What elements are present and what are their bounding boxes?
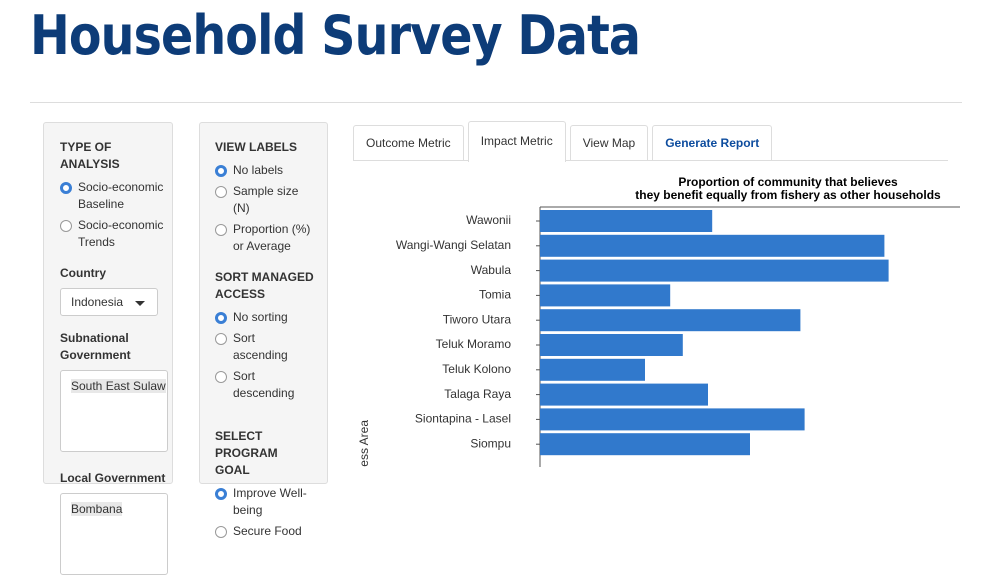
radio-option[interactable]: Proportion (%) or Average (215, 221, 315, 255)
field-label: Local Government (60, 471, 166, 485)
y-tick-label: Wawonii (466, 213, 511, 227)
field-label: Country (60, 266, 106, 280)
chart: Proportion of community that believesthe… (357, 175, 960, 467)
bar (540, 210, 713, 232)
radio-label: Socio-economic Baseline (78, 180, 164, 211)
radio-button[interactable] (215, 312, 227, 324)
radio-button[interactable] (215, 371, 227, 383)
radio-label: Improve Well-being (233, 486, 307, 517)
radio-option[interactable]: Sort ascending (215, 330, 310, 364)
section-heading: TYPE OF ANALYSIS (60, 140, 120, 171)
radio-option[interactable]: Socio-economic Trends (60, 217, 172, 251)
tab[interactable]: Impact Metric (467, 121, 566, 162)
section-heading: SELECT PROGRAM GOAL (215, 429, 278, 477)
chart-title: they benefit equally from fishery as oth… (635, 188, 941, 202)
section-heading: SORT MANAGED ACCESS (215, 270, 314, 301)
radio-button[interactable] (215, 488, 227, 500)
radio-label: Sample size (N) (233, 184, 299, 215)
radio-option[interactable]: Socio-economic Baseline (60, 179, 172, 213)
list-item[interactable]: South East Sulaw (71, 379, 166, 393)
subnational-list[interactable]: South East Sulaw (60, 370, 168, 452)
bar (540, 259, 889, 282)
tab-bar: Outcome Metric Impact Metric View Map Gener… (353, 121, 948, 162)
radio-option[interactable]: Secure Food (215, 523, 315, 540)
radio-button[interactable] (215, 165, 227, 177)
bar (540, 383, 708, 406)
page-title: Household Survey Data (30, 4, 641, 67)
radio-option[interactable]: Sample size (N) (215, 183, 315, 217)
analysis-panel: TYPE OF ANALYSIS Socio-economic Baseline S… (43, 122, 173, 575)
y-tick-label: Wabula (471, 263, 512, 277)
bar (540, 358, 645, 381)
radio-button[interactable] (60, 220, 72, 232)
tab[interactable]: Generate Report (652, 125, 773, 160)
page: Household Survey Data TYPE OF ANALYSIS So… (30, 4, 962, 575)
radio-button[interactable] (215, 224, 227, 236)
radio-option[interactable]: Sort descending (215, 368, 315, 402)
list-item[interactable]: Bombana (71, 502, 123, 516)
y-tick-label: Teluk Kolono (442, 362, 511, 376)
y-tick-label: Siontapina - Lasel (415, 412, 511, 426)
radio-label: Sort descending (233, 369, 295, 400)
radio-label: Socio-economic Trends (78, 218, 164, 249)
y-tick-label: Talaga Raya (444, 387, 511, 401)
bar (540, 309, 801, 332)
bar (540, 284, 671, 307)
y-axis-label: ess Area (357, 420, 371, 467)
radio-label: Secure Food (233, 524, 302, 538)
bar (540, 433, 750, 456)
chart-title: Proportion of community that believes (678, 175, 898, 189)
radio-option[interactable]: No sorting (215, 309, 315, 326)
y-tick-label: Wangi-Wangi Selatan (396, 238, 511, 252)
y-tick-label: Tiworo Utara (443, 312, 512, 326)
radio-option[interactable]: Improve Well-being (215, 485, 315, 519)
radio-button[interactable] (215, 186, 227, 198)
radio-button[interactable] (60, 182, 72, 194)
radio-label: Sort ascending (233, 331, 288, 362)
radio-button[interactable] (215, 526, 227, 538)
tab[interactable]: View Map (569, 125, 649, 160)
bar (540, 408, 805, 431)
bar (540, 234, 885, 257)
section-heading: VIEW LABELS (215, 140, 298, 154)
country-select[interactable]: Indonesia (60, 288, 158, 316)
y-tick-label: Tomia (479, 288, 511, 302)
radio-button[interactable] (215, 333, 227, 345)
radio-label: No sorting (233, 310, 288, 324)
divider (30, 102, 962, 103)
bar (540, 334, 683, 356)
y-tick-label: Teluk Moramo (436, 337, 512, 351)
field-label: Subnational Government (60, 331, 131, 362)
y-tick-label: Siompu (470, 436, 511, 450)
radio-option[interactable]: No labels (215, 162, 315, 179)
tab[interactable]: Outcome Metric (353, 125, 464, 160)
radio-label: Proportion (%) or Average (233, 222, 311, 253)
options-panel: VIEW LABELS No labels Sample size (N) Propo… (199, 122, 328, 538)
local-list[interactable]: Bombana (60, 493, 168, 575)
radio-label: No labels (233, 163, 284, 177)
